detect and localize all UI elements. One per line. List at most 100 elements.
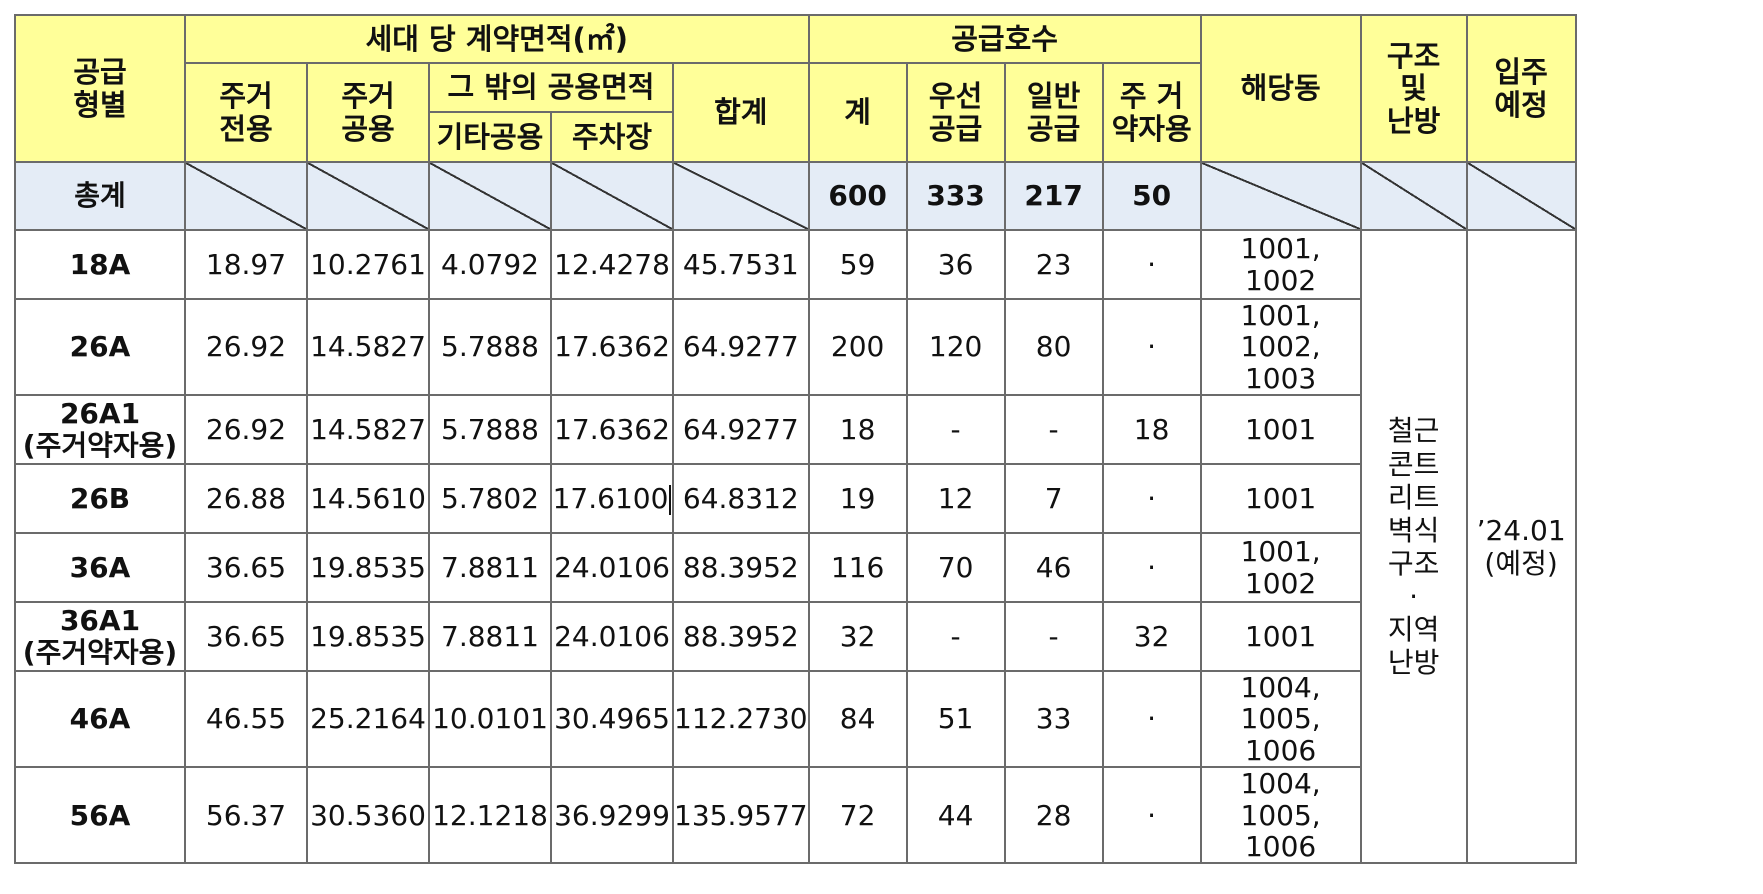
cell-priority: 70 (905, 532, 1006, 604)
table-row: 18A 18.97 10.2761 4.0792 12.4278 45.7531… (14, 228, 1577, 865)
cell-priority: - (905, 394, 1006, 466)
cell-buildings: 1004, 1005, 1006 (1199, 766, 1362, 865)
cell-area-total: 135.9577 (672, 766, 810, 865)
slash-cell (428, 161, 552, 231)
cell-resid-common: 19.8535 (306, 532, 430, 604)
cell-parking[interactable]: 17.6100 (550, 463, 674, 535)
cell-resid-exclusive: 26.92 (184, 394, 308, 466)
row-type: 46A (14, 670, 186, 769)
header-supply-type: 공급 형별 (14, 14, 186, 163)
parking-value: 17.6100 (552, 481, 669, 515)
cell-area-total: 112.2730 (672, 670, 810, 769)
cell-buildings: 1001 (1199, 463, 1362, 535)
header-general-supply: 일반 공급 (1003, 62, 1104, 163)
cell-area-total: 88.3952 (672, 532, 810, 604)
supply-table-wrapper: 공급 형별 세대 당 계약면적(㎡) 공급호수 해당동 구조 및 난방 입주 예… (14, 14, 1577, 865)
cell-resid-common: 14.5827 (306, 394, 430, 466)
cell-general: 46 (1003, 532, 1104, 604)
cell-misc-common: 4.0792 (428, 229, 552, 300)
cell-priority: 44 (905, 766, 1006, 865)
cell-buildings: 1001, 1002, 1003 (1199, 297, 1362, 397)
cell-general: 80 (1003, 297, 1104, 397)
cell-resid-exclusive: 26.92 (184, 297, 308, 397)
cell-parking: 24.0106 (550, 601, 674, 673)
cell-priority: 36 (905, 229, 1006, 300)
slash-cell (1465, 161, 1577, 231)
header-structure: 구조 및 난방 (1359, 14, 1468, 163)
cell-resid-common: 14.5610 (306, 463, 430, 535)
header-move-in: 입주 예정 (1465, 14, 1577, 163)
cell-buildings: 1001, 1002 (1199, 532, 1362, 604)
cell-priority: 12 (905, 463, 1006, 535)
table-row: 46A 46.55 25.2164 10.0101 30.4965 112.27… (14, 670, 1576, 769)
cell-disabled: 18 (1101, 394, 1202, 466)
header-resid-common: 주거 공용 (306, 62, 430, 163)
cell-disabled: · (1101, 670, 1202, 769)
slash-cell (672, 161, 810, 231)
header-resid-exclusive: 주거 전용 (184, 62, 308, 163)
cell-buildings: 1001, 1002 (1199, 229, 1362, 300)
table-row: 36A1 (주거약자용) 36.65 19.8535 7.8811 24.010… (14, 601, 1576, 673)
cell-resid-exclusive: 36.65 (184, 532, 308, 604)
total-general: 217 (1003, 161, 1104, 231)
cell-priority: 51 (905, 670, 1006, 769)
cell-resid-common: 14.5827 (306, 297, 430, 397)
cell-supply-total: 200 (807, 297, 908, 397)
cell-priority: 120 (905, 297, 1006, 397)
cell-buildings: 1001 (1199, 601, 1362, 673)
cell-resid-exclusive: 46.55 (184, 670, 308, 769)
header-disabled-supply: 주 거 약자용 (1101, 62, 1202, 163)
cell-resid-common: 25.2164 (306, 670, 430, 769)
row-type: 26B (14, 463, 186, 535)
cell-disabled: · (1101, 532, 1202, 604)
cell-general: 33 (1003, 670, 1104, 769)
cell-priority: - (905, 601, 1006, 673)
cell-misc-common: 5.7888 (428, 297, 552, 397)
cell-supply-total: 116 (807, 532, 908, 604)
total-supply: 600 (807, 161, 908, 231)
table-row: 26B 26.88 14.5610 5.7802 17.6100 64.8312… (14, 463, 1576, 535)
cell-resid-common: 19.8535 (306, 601, 430, 673)
text-cursor (669, 484, 672, 515)
structure-heating-cell: 철근 콘트 리트 벽식 구조 · 지역 난방 (1359, 228, 1468, 865)
cell-misc-common: 7.8811 (428, 532, 552, 604)
slash-cell (184, 161, 308, 231)
total-priority: 333 (905, 161, 1006, 231)
supply-table: 공급 형별 세대 당 계약면적(㎡) 공급호수 해당동 구조 및 난방 입주 예… (14, 14, 1577, 865)
cell-supply-total: 72 (807, 766, 908, 865)
row-type: 36A1 (주거약자용) (14, 601, 186, 673)
total-label: 총계 (14, 161, 186, 231)
row-type: 36A (14, 532, 186, 604)
header-priority-supply: 우선 공급 (905, 62, 1006, 163)
row-type: 18A (14, 229, 186, 300)
row-type: 26A (14, 297, 186, 397)
cell-misc-common: 12.1218 (428, 766, 552, 865)
slash-cell (550, 161, 674, 231)
cell-resid-exclusive: 26.88 (184, 463, 308, 535)
move-in-cell: ’24.01 (예정) (1465, 228, 1577, 865)
header-other-common-group: 그 밖의 공용면적 (428, 62, 674, 113)
cell-supply-total: 59 (807, 229, 908, 300)
cell-disabled: · (1101, 229, 1202, 300)
cell-disabled: · (1101, 297, 1202, 397)
cell-disabled: · (1101, 463, 1202, 535)
header-supply-count-group: 공급호수 (807, 14, 1202, 64)
cell-supply-total: 32 (807, 601, 908, 673)
cell-supply-total: 19 (807, 463, 908, 535)
cell-area-total: 64.8312 (672, 463, 810, 535)
total-row: 총계 600 333 217 50 (14, 161, 1577, 231)
cell-general: - (1003, 394, 1104, 466)
table-row: 56A 56.37 30.5360 12.1218 36.9299 135.95… (14, 766, 1576, 865)
cell-general: 28 (1003, 766, 1104, 865)
cell-misc-common: 10.0101 (428, 670, 552, 769)
slash-cell (1199, 161, 1362, 231)
cell-parking: 36.9299 (550, 766, 674, 865)
cell-resid-common: 10.2761 (306, 229, 430, 300)
cell-resid-exclusive: 36.65 (184, 601, 308, 673)
cell-supply-total: 84 (807, 670, 908, 769)
cell-parking: 30.4965 (550, 670, 674, 769)
slash-cell (306, 161, 430, 231)
table-row: 26A 26.92 14.5827 5.7888 17.6362 64.9277… (14, 297, 1576, 397)
cell-buildings: 1004, 1005, 1006 (1199, 670, 1362, 769)
cell-parking: 24.0106 (550, 532, 674, 604)
